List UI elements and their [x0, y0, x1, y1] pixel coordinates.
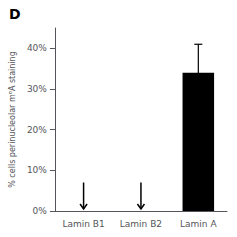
svg-text:Lamin B1: Lamin B1 — [62, 219, 104, 229]
svg-text:30%: 30% — [27, 84, 47, 94]
svg-text:Lamin A: Lamin A — [180, 219, 217, 229]
svg-text:% cells perinucleolar m⁶A stai: % cells perinucleolar m⁶A staining — [8, 51, 17, 188]
svg-text:D: D — [9, 6, 21, 22]
svg-text:0%: 0% — [33, 206, 48, 216]
svg-text:10%: 10% — [27, 165, 47, 175]
svg-text:20%: 20% — [27, 125, 47, 135]
svg-text:Lamin B2: Lamin B2 — [120, 219, 162, 229]
svg-text:40%: 40% — [27, 43, 47, 53]
